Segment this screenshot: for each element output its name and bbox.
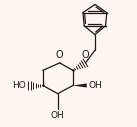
Text: OH: OH	[89, 81, 103, 90]
Text: HO: HO	[12, 81, 26, 90]
Text: O: O	[82, 50, 89, 60]
Text: OH: OH	[51, 111, 65, 120]
Text: O: O	[56, 50, 64, 60]
Polygon shape	[73, 83, 87, 88]
